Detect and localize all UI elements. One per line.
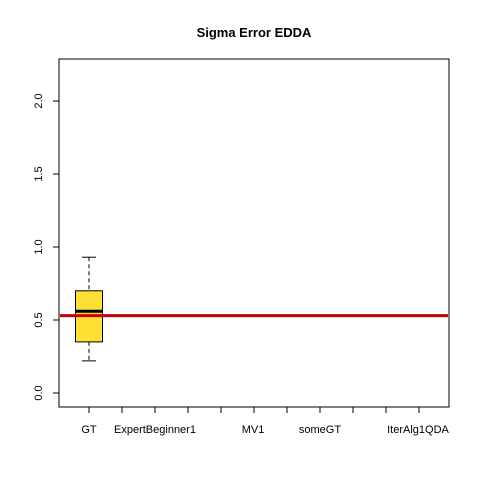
y-tick-label: 0.5 bbox=[33, 312, 45, 327]
y-axis: 0.0 0.5 1.0 1.5 2.0 bbox=[33, 93, 59, 401]
x-tick-label: ExpertBeginner1 bbox=[114, 424, 196, 436]
y-tick-label: 1.5 bbox=[33, 166, 45, 181]
x-tick-label: MV1 bbox=[242, 424, 265, 436]
x-tick-label: GT bbox=[81, 424, 97, 436]
y-tick-label: 1.0 bbox=[33, 239, 45, 254]
x-tick-label: IterAlg1QDA bbox=[387, 424, 449, 436]
x-tick-label: someGT bbox=[299, 424, 341, 436]
y-tick-label: 2.0 bbox=[33, 93, 45, 108]
y-tick-label: 0.0 bbox=[33, 385, 45, 400]
chart-title: Sigma Error EDDA bbox=[197, 25, 312, 40]
x-axis: GT ExpertBeginner1 MV1 someGT IterAlg1QDA bbox=[81, 407, 450, 436]
